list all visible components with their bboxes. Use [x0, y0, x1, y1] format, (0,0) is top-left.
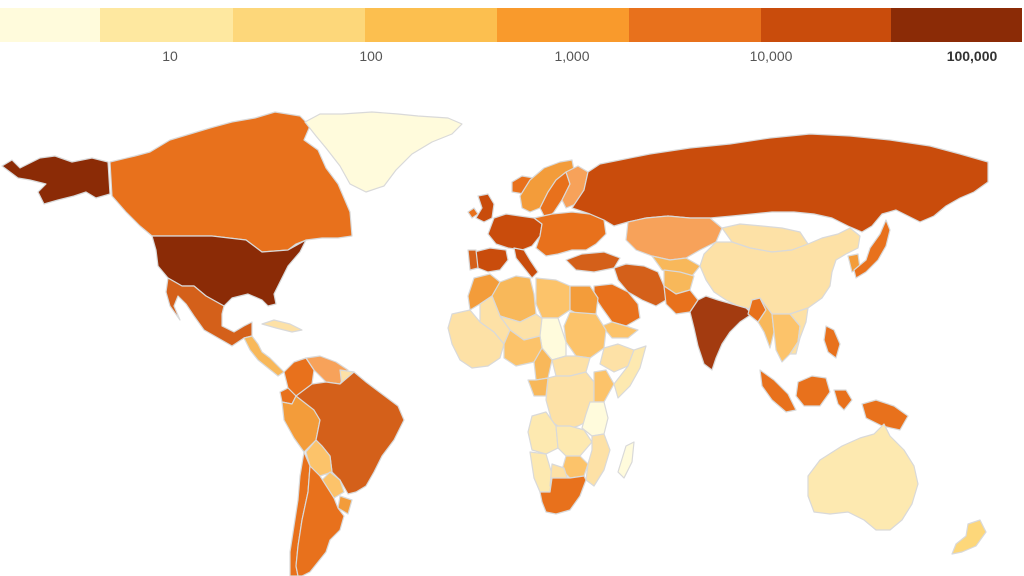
country-turkey	[565, 251, 621, 273]
legend-swatch	[100, 8, 233, 42]
country-bolivia	[305, 439, 333, 477]
legend-swatch	[0, 8, 100, 42]
legend-label: 100,000	[946, 48, 998, 64]
legend-swatch	[761, 8, 891, 42]
country-somalia	[613, 345, 647, 399]
country-greenland	[304, 111, 463, 193]
country-alaska	[1, 155, 111, 205]
country-india	[689, 295, 753, 371]
country-united-kingdom	[475, 193, 495, 223]
country-vietnam	[789, 307, 809, 355]
country-central-america	[243, 335, 285, 377]
legend-swatch	[629, 8, 761, 42]
world-map	[0, 100, 1024, 576]
country-yemen	[601, 321, 639, 339]
country-kenya	[593, 369, 615, 403]
country-cameroon	[533, 347, 553, 381]
country-mozambique	[585, 433, 611, 487]
country-philippines	[823, 325, 841, 359]
country-borneo	[795, 375, 831, 407]
legend-label: 100	[359, 48, 383, 64]
country-uruguay	[337, 495, 353, 515]
country-sumatra	[759, 369, 797, 413]
country-argentina	[295, 465, 345, 576]
legend-label: 10,000	[749, 48, 793, 64]
country-sudan	[563, 311, 607, 359]
country-portugal	[467, 249, 479, 271]
country-cuba	[261, 319, 303, 333]
country-japan	[853, 219, 891, 279]
legend-swatch	[233, 8, 365, 42]
country-madagascar	[617, 441, 635, 479]
country-angola	[527, 411, 559, 455]
world-map-canvas	[1, 111, 989, 576]
map-legend: 10 100 1,000 10,000 100,000	[0, 0, 1024, 72]
legend-label: 10	[162, 48, 178, 64]
country-eastern-europe	[533, 211, 607, 257]
country-gabon	[527, 377, 549, 397]
country-zambia	[555, 425, 593, 457]
legend-swatch	[365, 8, 497, 42]
country-libya	[535, 277, 571, 319]
country-china	[699, 227, 861, 315]
country-new-zealand	[951, 519, 987, 555]
legend-swatch	[891, 8, 1022, 42]
legend-swatch	[497, 8, 629, 42]
country-kazakhstan	[625, 215, 723, 261]
country-new-guinea	[861, 399, 909, 431]
country-russia	[571, 133, 989, 233]
country-spain	[473, 247, 509, 273]
country-west-africa	[447, 309, 505, 369]
country-namibia	[529, 451, 553, 493]
country-italy	[513, 247, 539, 279]
legend-label: 1,000	[554, 48, 590, 64]
country-south-africa	[539, 475, 587, 515]
country-sulawesi	[833, 389, 853, 411]
country-western-europe	[487, 213, 543, 251]
country-australia	[807, 423, 919, 531]
